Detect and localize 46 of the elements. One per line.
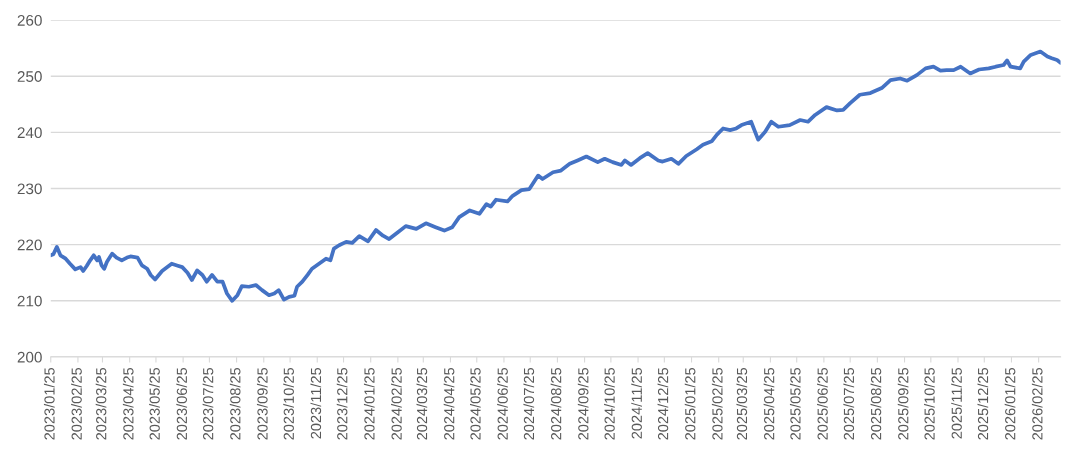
x-tick-label: 2024/01/25 xyxy=(363,367,375,440)
x-tick-label: 2025/05/25 xyxy=(789,367,801,440)
x-tick-label: 2025/08/25 xyxy=(870,367,882,440)
x-tick-label: 2023/03/25 xyxy=(95,367,107,440)
x-tick-label: 2026/02/25 xyxy=(1031,367,1043,440)
x-tick-label: 2026/01/25 xyxy=(1004,367,1016,440)
x-tick-label: 2025/09/25 xyxy=(897,367,909,440)
y-tick-label: 200 xyxy=(17,351,42,363)
x-tick-label: 2023/06/25 xyxy=(176,367,188,440)
x-tick-label: 2023/04/25 xyxy=(122,367,134,440)
x-tick-label: 2025/11/25 xyxy=(951,367,962,439)
x-tick-label: 2024/12/25 xyxy=(657,367,669,440)
y-tick-label: 260 xyxy=(17,14,42,26)
line-series xyxy=(50,49,1061,303)
x-tick-label: 2024/10/25 xyxy=(604,367,615,440)
y-tick-label: 240 xyxy=(17,127,42,139)
y-tick-label: 250 xyxy=(17,71,42,82)
x-tick-label: 2024/03/25 xyxy=(416,367,428,440)
x-tick-label: 2024/06/25 xyxy=(497,367,508,440)
x-tick-label: 2024/05/25 xyxy=(469,367,481,440)
x-tick-label: 2023/08/25 xyxy=(229,367,241,440)
x-tick-label: 2023/01/25 xyxy=(43,367,55,440)
x-tick-label: 2025/03/25 xyxy=(736,367,748,440)
x-tick-label: 2023/05/25 xyxy=(149,367,160,440)
y-tick-label: 230 xyxy=(17,183,42,195)
x-tick-label: 2025/07/25 xyxy=(843,367,855,440)
x-tick-label: 2025/01/25 xyxy=(684,367,696,440)
x-tick-label: 2025/06/25 xyxy=(817,367,828,440)
x-tick-label: 2024/08/25 xyxy=(550,367,562,440)
x-tick-label: 2024/11/25 xyxy=(631,367,642,439)
x-tick-label: 2025/10/25 xyxy=(924,367,935,440)
x-tick-label: 2025/04/25 xyxy=(763,367,775,440)
x-tick-label: 2024/04/25 xyxy=(443,367,455,440)
x-tick-label: 2025/02/25 xyxy=(711,367,723,440)
x-tick-label: 2025/12/25 xyxy=(977,367,989,440)
y-tick-label: 210 xyxy=(17,295,42,307)
x-tick-label: 2023/09/25 xyxy=(256,367,268,440)
x-tick-label: 2024/02/25 xyxy=(391,367,402,440)
x-tick-label: 2023/10/25 xyxy=(283,367,294,440)
x-tick-label: 2023/11/25 xyxy=(310,367,322,439)
x-tick-label: 2024/09/25 xyxy=(577,367,589,440)
x-tick-label: 2023/02/25 xyxy=(71,367,82,440)
x-tick-label: 2024/07/25 xyxy=(523,367,535,440)
x-tick-label: 2023/07/25 xyxy=(202,367,214,440)
y-tick-label: 220 xyxy=(17,239,42,251)
x-tick-label: 2023/12/25 xyxy=(336,367,348,440)
